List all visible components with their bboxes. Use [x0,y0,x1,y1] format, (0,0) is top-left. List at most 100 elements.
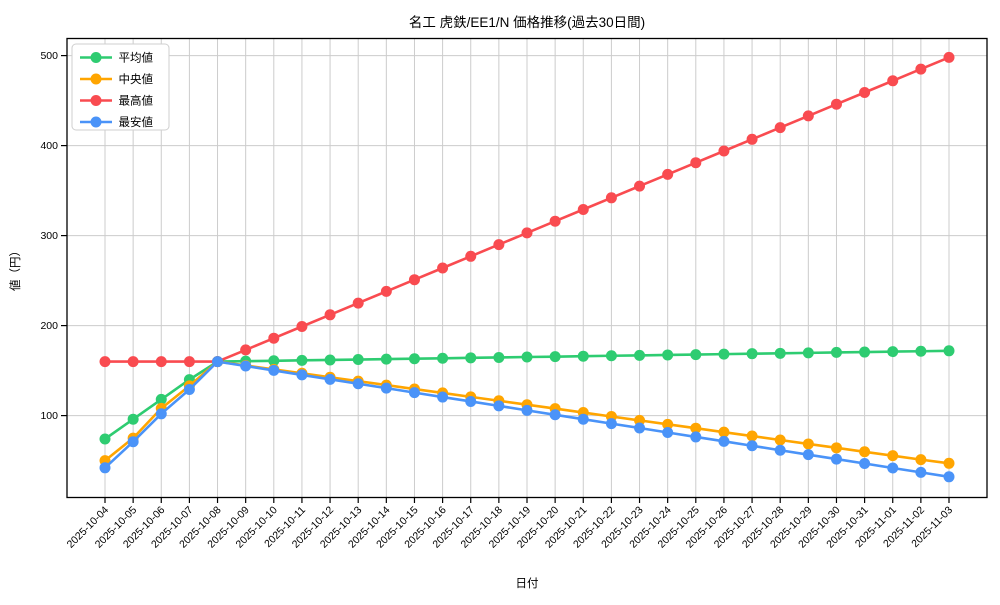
legend-label-average: 平均値 [119,52,154,65]
marker-min [99,462,111,474]
marker-average [662,349,674,361]
marker-max [493,239,505,251]
marker-max [662,168,674,180]
marker-average [465,352,477,364]
axes-layer: 1002003004005002025-10-042025-10-052025-… [40,37,988,551]
marker-min [662,427,674,439]
marker-min [915,466,927,478]
marker-max [915,63,927,75]
marker-min [549,409,561,421]
legend-marker-max [90,95,102,106]
marker-average [296,354,308,366]
marker-average [830,346,842,358]
marker-min [690,431,702,443]
legend-item-max: 最高値 [80,94,153,108]
marker-median [915,454,927,466]
marker-max [549,215,561,227]
marker-average [718,348,730,360]
marker-max [830,98,842,110]
marker-median [718,426,730,438]
legend-label-median: 中央値 [119,73,154,86]
marker-average [690,349,702,361]
legend-marker-min [90,116,102,128]
marker-min [212,356,224,368]
series-layer [99,51,955,483]
marker-max [127,356,139,368]
marker-average [634,349,646,361]
x-axis-title: 日付 [516,577,539,590]
marker-average [746,348,758,360]
marker-max [887,75,899,87]
marker-min [718,435,730,447]
marker-average [380,353,392,365]
marker-min [296,369,308,381]
marker-min [268,364,280,376]
marker-min [943,471,955,483]
marker-min [465,395,477,407]
marker-median [746,430,758,442]
marker-max [155,356,167,368]
marker-average [437,352,449,364]
marker-min [830,453,842,465]
marker-median [943,457,955,469]
marker-max [324,309,336,321]
marker-min [408,387,420,399]
marker-average [127,413,139,425]
marker-min [155,408,167,420]
marker-max [859,87,871,98]
legend-item-average: 平均値 [80,52,153,65]
marker-max [746,133,758,145]
y-axis-title: 値（円） [9,245,22,291]
marker-median [830,442,842,454]
marker-min [605,418,617,430]
marker-average [352,354,364,366]
marker-median [690,422,702,434]
marker-min [380,382,392,394]
marker-min [240,360,252,372]
grid-layer [67,38,987,498]
marker-average [155,393,167,405]
legend-item-median: 中央値 [80,73,153,86]
y-tick-label: 200 [40,320,58,332]
marker-median [802,438,814,450]
marker-max [718,145,730,157]
marker-max [437,262,449,274]
marker-average [943,345,955,357]
marker-average [99,433,111,445]
marker-median [887,450,899,462]
marker-max [352,297,364,309]
marker-min [493,400,505,412]
marker-average [605,350,617,362]
marker-median [662,418,674,430]
legend-marker-average [90,52,102,63]
marker-min [127,436,139,448]
marker-max [521,227,533,239]
marker-max [943,51,955,63]
marker-max [802,110,814,122]
marker-max [380,285,392,297]
marker-max [690,157,702,169]
marker-average [493,351,505,363]
marker-average [268,355,280,367]
marker-min [746,440,758,452]
marker-max [605,192,617,204]
marker-max [240,344,252,356]
marker-min [183,384,195,395]
marker-max [268,332,280,344]
legend-label-min: 最安値 [119,115,154,129]
y-tick-label: 100 [40,410,58,422]
legend-item-min: 最安値 [80,115,153,129]
marker-median [774,434,786,446]
marker-min [774,444,786,456]
marker-min [437,391,449,403]
y-tick-label: 500 [40,50,58,62]
marker-max [296,321,308,332]
marker-average [577,350,589,362]
marker-max [408,274,420,286]
marker-average [549,351,561,363]
marker-average [802,347,814,359]
marker-max [99,356,111,368]
